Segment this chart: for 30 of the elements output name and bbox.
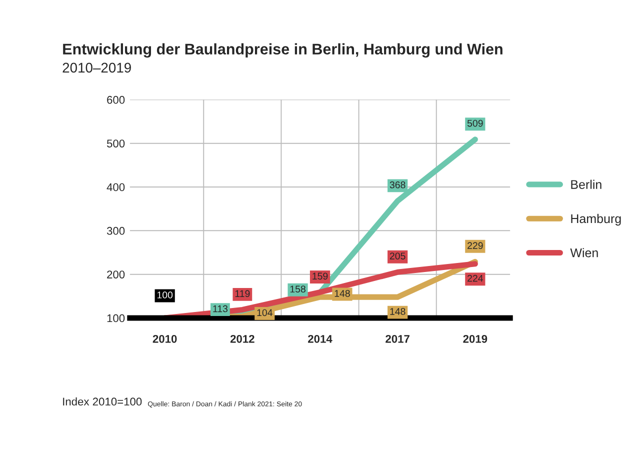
x-tick-label: 2019 xyxy=(463,334,488,343)
data-label: 104 xyxy=(257,309,272,316)
y-tick-label: 400 xyxy=(106,183,125,192)
data-label: 148 xyxy=(334,290,350,297)
x-tick-label: 2010 xyxy=(152,334,177,343)
data-label: 224 xyxy=(468,274,483,282)
legend-label: Hamburg xyxy=(571,214,621,226)
x-tick-label: 2014 xyxy=(308,334,332,343)
y-tick-label: 100 xyxy=(107,314,125,322)
data-label: 113 xyxy=(213,305,228,312)
chart-title: Entwicklung der Baulandpreise in Berlin, Hamburg und Wien xyxy=(63,43,502,58)
y-tick-label: 500 xyxy=(106,140,125,148)
chart-subtitle: 2010–2019 xyxy=(62,62,131,73)
data-label: 158 xyxy=(290,286,306,293)
data-label: 159 xyxy=(312,272,328,280)
data-label: 509 xyxy=(467,120,483,127)
legend-label: Berlin xyxy=(571,180,602,189)
y-tick-label: 600 xyxy=(107,96,125,104)
data-label: 368 xyxy=(390,181,406,188)
data-label: 119 xyxy=(235,290,250,298)
y-tick-label: 200 xyxy=(107,270,125,278)
data-label: 229 xyxy=(468,242,483,250)
y-tick-label: 300 xyxy=(106,226,125,235)
text: Index 2010=100 xyxy=(63,397,142,406)
data-label: 148 xyxy=(390,308,406,315)
annotation: 100 xyxy=(157,292,173,298)
legend-label: Wien xyxy=(570,248,598,258)
x-tick-label: 2012 xyxy=(230,334,254,343)
x-tick-label: 2017 xyxy=(386,334,410,343)
data-label: 205 xyxy=(390,252,406,260)
